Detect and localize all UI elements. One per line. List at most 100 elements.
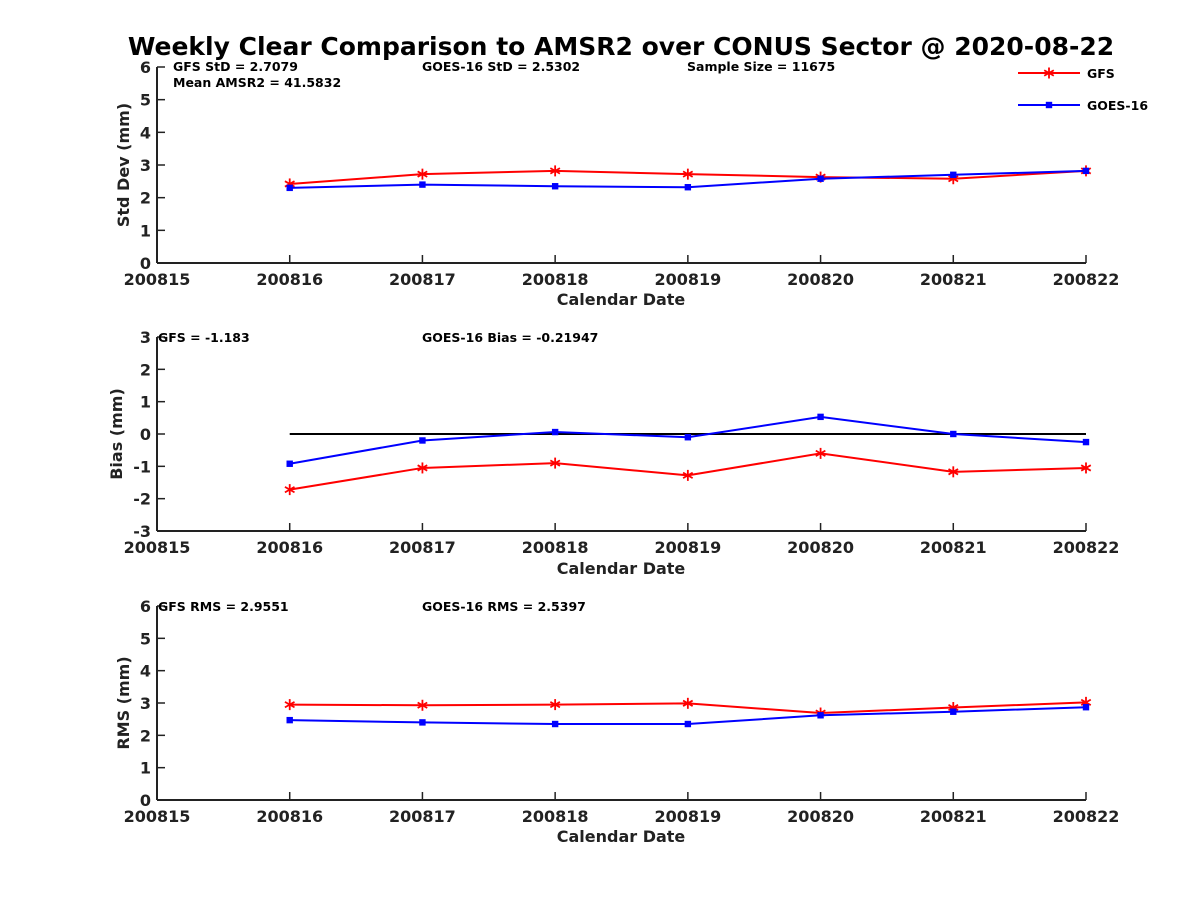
data-point-goes16 <box>817 712 824 719</box>
annotation-gfs-bias: GFS = -1.183 <box>158 330 250 345</box>
x-tick-label: 200821 <box>920 538 987 557</box>
y-tick-label: 0 <box>140 791 151 810</box>
x-tick-label: 200815 <box>124 538 191 557</box>
data-point-goes16 <box>684 434 692 441</box>
annotation-sample-size: Sample Size = 11675 <box>687 59 835 74</box>
annotation-gfs-std: GFS StD = 2.7079 <box>173 59 298 74</box>
data-point-goes16 <box>684 720 692 728</box>
data-point-gfs <box>549 699 561 711</box>
x-tick-label: 200817 <box>389 807 456 826</box>
y-tick-label: 1 <box>140 393 151 412</box>
legend: GFS GOES-16 <box>1018 66 1148 113</box>
y-tick-label: 2 <box>140 189 151 208</box>
x-tick-label: 200815 <box>124 270 191 289</box>
x-tick-label: 200820 <box>787 270 854 289</box>
x-tick-label: 200818 <box>522 270 589 289</box>
x-tick-label: 200819 <box>654 807 721 826</box>
data-point-goes16 <box>551 428 559 436</box>
y-tick-label: -2 <box>133 490 151 509</box>
x-axis-label: Calendar Date <box>557 827 686 846</box>
legend-marker-gfs <box>1043 67 1055 79</box>
data-point-goes16 <box>419 437 426 444</box>
data-point-gfs <box>417 168 428 180</box>
y-tick-label: 0 <box>140 254 151 273</box>
x-tick-label: 200817 <box>389 270 456 289</box>
x-tick-label: 200818 <box>522 538 589 557</box>
data-point-goes16 <box>684 184 692 191</box>
data-point-goes16 <box>286 460 293 467</box>
y-tick-label: 5 <box>140 629 151 648</box>
y-axis-label: Bias (mm) <box>107 388 126 480</box>
x-tick-label: 200822 <box>1053 807 1120 826</box>
data-point-gfs <box>549 457 561 469</box>
x-tick-label: 200822 <box>1053 270 1120 289</box>
y-tick-label: 5 <box>140 91 151 110</box>
legend-label-goes16: GOES-16 <box>1087 98 1148 113</box>
y-tick-label: 2 <box>140 726 151 745</box>
data-point-goes16 <box>950 171 957 178</box>
data-point-gfs <box>682 168 694 180</box>
data-point-goes16 <box>1082 167 1090 175</box>
x-tick-label: 200817 <box>389 538 456 557</box>
data-point-gfs <box>284 699 295 711</box>
annotation-goes16-bias: GOES-16 Bias = -0.21947 <box>422 330 598 345</box>
annotation-goes16-rms: GOES-16 RMS = 2.5397 <box>422 599 586 614</box>
x-tick-label: 200821 <box>920 270 987 289</box>
panel-rms: 200815 200816 200817 200818 200819 200820 2008… <box>114 597 1119 846</box>
data-point-goes16 <box>817 175 824 182</box>
y-tick-label: -3 <box>133 522 151 541</box>
y-tick-label: 1 <box>140 759 151 778</box>
data-point-goes16 <box>950 430 957 438</box>
legend-marker-shape <box>1045 101 1053 109</box>
x-tick-label: 200822 <box>1053 538 1120 557</box>
annotation-goes16-std: GOES-16 StD = 2.5302 <box>422 59 580 74</box>
annotation-mean-amsr2: Mean AMSR2 = 41.5832 <box>173 75 341 90</box>
x-tick-label: 200819 <box>654 270 721 289</box>
x-tick-label: 200820 <box>787 538 854 557</box>
y-tick-label: -1 <box>133 457 151 476</box>
data-point-goes16 <box>551 183 559 190</box>
data-point-goes16 <box>817 413 824 421</box>
y-tick-label: 0 <box>140 425 151 444</box>
data-point-goes16 <box>286 184 293 192</box>
x-tick-label: 200821 <box>920 807 987 826</box>
data-point-gfs <box>815 447 826 459</box>
legend-label-gfs: GFS <box>1087 66 1115 81</box>
data-point-goes16 <box>419 181 426 188</box>
data-point-goes16 <box>950 708 957 715</box>
y-tick-label: 6 <box>140 597 151 616</box>
data-point-gfs <box>549 165 561 177</box>
legend-item-goes16: GOES-16 <box>1018 98 1148 113</box>
data-point-goes16 <box>419 719 426 726</box>
data-point-gfs <box>284 484 295 496</box>
y-tick-label: 3 <box>140 328 151 347</box>
legend-marker-shape <box>1043 67 1055 79</box>
x-tick-label: 200816 <box>256 538 323 557</box>
x-tick-label: 200816 <box>256 807 323 826</box>
data-point-gfs <box>682 697 694 709</box>
y-tick-label: 6 <box>140 58 151 77</box>
y-tick-label: 3 <box>140 156 151 175</box>
annotation-gfs-rms: GFS RMS = 2.9551 <box>158 599 289 614</box>
data-point-gfs <box>1080 462 1092 474</box>
y-axis-label: RMS (mm) <box>114 656 133 749</box>
panel-bias: 200815 200816 200817 200818 200819 200820 2008… <box>107 328 1119 578</box>
x-axis-label: Calendar Date <box>557 290 686 309</box>
legend-item-gfs: GFS <box>1018 66 1115 81</box>
x-tick-label: 200815 <box>124 807 191 826</box>
legend-marker-goes16 <box>1045 101 1053 109</box>
data-point-gfs <box>417 699 428 711</box>
panel-std-dev: 200815 200816 200817 200818 200819 200820 2008… <box>114 58 1119 309</box>
figure-title: Weekly Clear Comparison to AMSR2 over CO… <box>128 32 1114 61</box>
y-tick-label: 1 <box>140 221 151 240</box>
x-tick-label: 200820 <box>787 807 854 826</box>
y-tick-label: 4 <box>140 662 151 681</box>
data-point-gfs <box>417 462 428 474</box>
x-tick-label: 200819 <box>654 538 721 557</box>
data-point-goes16 <box>551 720 559 728</box>
y-tick-label: 3 <box>140 694 151 713</box>
data-point-gfs <box>948 466 959 478</box>
y-tick-label: 2 <box>140 360 151 379</box>
data-point-goes16 <box>1082 438 1090 446</box>
